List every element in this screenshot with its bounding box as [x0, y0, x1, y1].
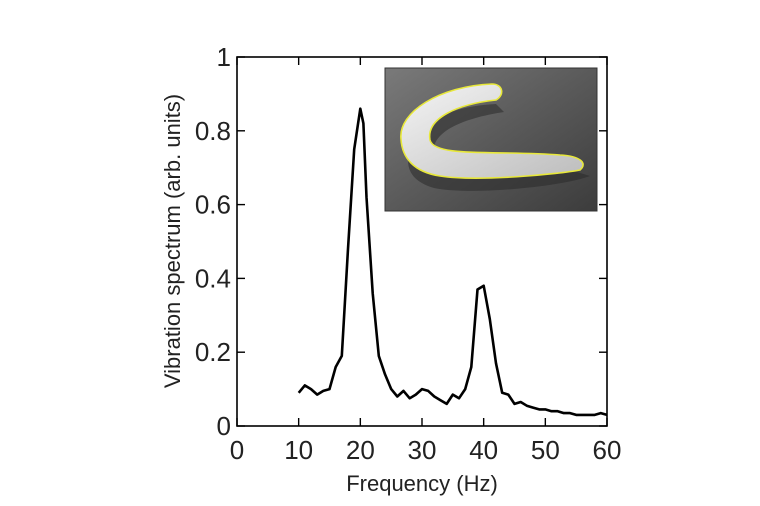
series-marks [297, 107, 608, 417]
plot-area: 0 10 20 30 40 50 60 0 0.2 0.4 0.6 0.8 1 [195, 42, 622, 465]
inset-image [384, 67, 598, 212]
x-tick-label: 10 [284, 435, 313, 465]
x-tick-label: 20 [346, 435, 375, 465]
y-tick-label: 1 [217, 42, 231, 72]
x-tick-label: 30 [408, 435, 437, 465]
ticks: 0 10 20 30 40 50 60 0 0.2 0.4 0.6 0.8 1 [195, 42, 622, 465]
x-tick-label: 50 [531, 435, 560, 465]
axes-frame [236, 56, 608, 427]
x-tick-label: 40 [469, 435, 498, 465]
worm-outline [400, 83, 584, 179]
y-tick-label: 0.8 [195, 116, 231, 146]
y-tick-label: 0 [217, 411, 231, 441]
y-tick-label: 0.4 [195, 263, 231, 293]
x-tick-label: 0 [230, 435, 244, 465]
y-axis-label: Vibration spectrum (arb. units) [160, 94, 185, 388]
y-tick-label: 0.6 [195, 190, 231, 220]
y-tick-label: 0.2 [195, 337, 231, 367]
x-axis-label: Frequency (Hz) [346, 471, 498, 496]
series-line [297, 107, 608, 417]
x-tick-label: 60 [593, 435, 622, 465]
